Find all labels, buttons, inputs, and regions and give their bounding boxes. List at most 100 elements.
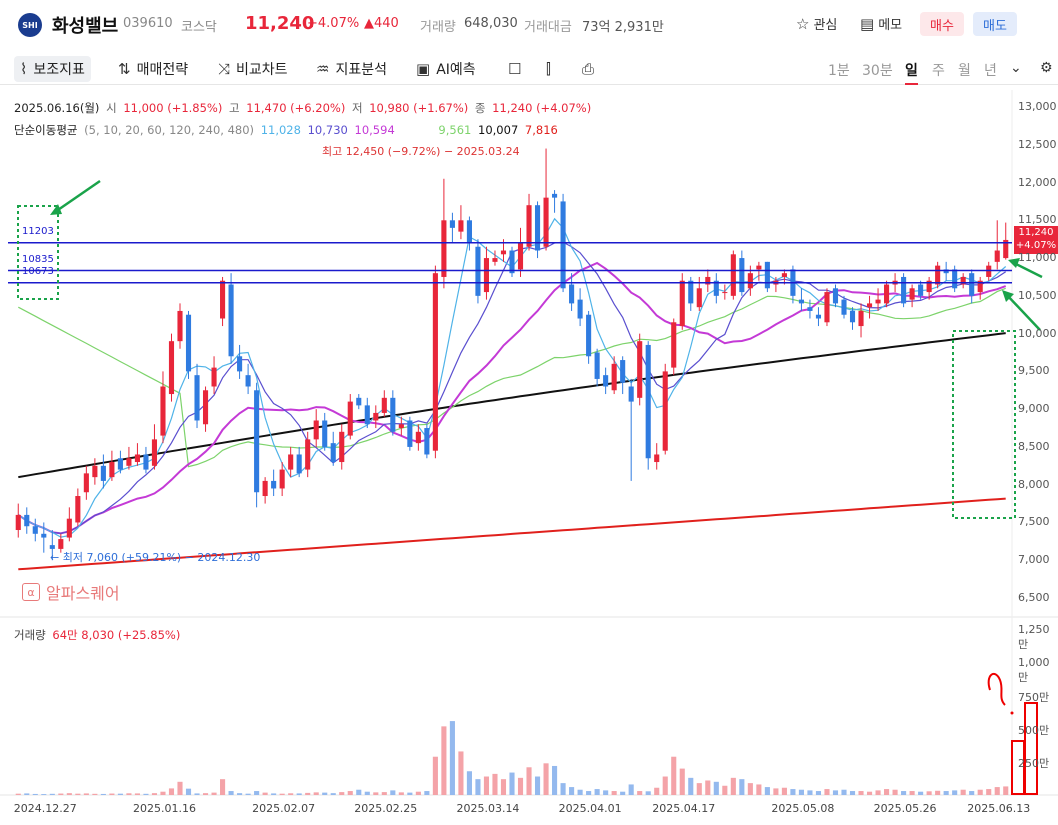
candle-body [432,273,438,451]
candle-body [322,420,328,447]
volume-bar [237,793,243,795]
candle-body [977,280,983,293]
volume-bar [969,791,975,795]
price-axis-tick: 7,500 [1018,515,1050,529]
stock-header: SHI 화성밸브 039610 코스닥 11,240 +4.07% ▲440 거… [0,0,1058,48]
analysis-button[interactable]: ♒ 지표분석 [316,56,387,82]
volume-bar [432,756,438,795]
open-value: 11,000 (+1.85%) [123,101,223,115]
candle-type-button[interactable]: ⫿ [546,56,551,82]
handdrawn-question-mark [987,672,1006,706]
candle-body [58,539,64,549]
ma10-line [17,241,1007,535]
hline-label-3: 10673 [22,266,54,277]
candle-body [151,439,158,466]
price-axis-tick: 6,500 [1018,591,1050,604]
more-chevron-icon[interactable]: ⌄ [1010,60,1022,76]
hline-label-2: 10835 [22,254,54,265]
volume-bar [262,792,268,795]
candle-body [441,220,447,277]
strategy-button[interactable]: ⇅ 매매전략 [118,56,188,82]
indicators-button[interactable]: ⌇ 보조지표 [14,56,91,82]
settings-gear-icon[interactable]: ⚙ [1040,60,1053,76]
watch-button[interactable]: ☆ 관심 [796,14,837,34]
volume-bar [832,790,839,795]
candle-body [305,439,311,470]
ai-chip-icon: ▣ [416,60,431,78]
candle-body [24,514,30,527]
candle-body [705,276,711,285]
memo-label: 메모 [878,18,903,33]
ma-periods: (5, 10, 20, 60, 120, 240, 480) [84,123,255,137]
candle-body [500,250,507,255]
period-year[interactable]: 년 [984,63,997,79]
volume-axis-tick: 1,250만 [1018,623,1050,651]
star-icon: ☆ [796,14,810,33]
period-1min[interactable]: 1분 [828,63,850,79]
low-label: 저 [351,101,363,115]
period-day[interactable]: 일 [905,60,918,85]
screenshot-button[interactable]: ⎙ [582,56,594,82]
volume-bar [41,794,47,795]
candle-body [875,299,881,304]
ma10-value: 10,730 [307,123,348,137]
price-box-value: 11,240 [1018,227,1054,238]
candle-body [849,310,856,323]
volume-bar [75,793,81,795]
volume-bar [560,783,566,795]
volume-info: 거래량 64만 8,030 (+25.85%) [14,627,183,643]
candle-body [83,473,89,493]
volume-bar [884,789,890,795]
candle-body [492,258,498,262]
volume-bar [849,791,856,795]
stock-name: 화성밸브 [52,16,119,37]
analysis-label: 지표분석 [335,62,387,78]
candle-body [909,288,915,300]
candle-body [637,341,643,398]
volume-bar [866,791,873,795]
candle-body [356,397,362,406]
analysis-icon: ♒ [316,60,330,78]
candle-body [143,454,149,470]
change-percent: +4.07% [307,16,360,31]
volume-bar [228,791,234,795]
candle-body [475,246,481,296]
volume-bar [764,787,770,795]
close-value: 11,240 (+4.07%) [492,101,592,115]
price-box-pct: +4.07% [1015,240,1057,251]
candle-body [560,201,566,289]
buy-button[interactable]: 매수 [920,12,964,36]
volume-bar [458,751,464,795]
memo-button[interactable]: ▤ 메모 [860,14,903,34]
period-week[interactable]: 주 [932,63,945,79]
volume-bar [151,793,158,795]
time-axis-tick: 2025.03.14 [456,802,520,815]
volume-bar [424,791,430,795]
draw-box-button[interactable]: ☐ [508,56,521,82]
candle-body [730,254,736,296]
strategy-label: 매매전략 [136,62,189,78]
sell-button[interactable]: 매도 [973,12,1017,36]
volume-bar [986,789,992,795]
candle-body [449,220,455,228]
compare-button[interactable]: ⤨ 비교차트 [218,56,288,82]
indicator-icon: ⌇ [20,60,28,78]
volume-axis-tick: 1,000만 [1018,656,1050,684]
volume-bar [177,781,183,795]
chart-toolbar: ⌇ 보조지표 ⇅ 매매전략 ⤨ 비교차트 ♒ 지표분석 ▣ AI예측 ☐ ⫿ ⎙… [0,52,1058,85]
ai-button[interactable]: ▣ AI예측 [416,56,476,82]
candle-body [15,514,21,531]
ma240-line [18,497,1006,571]
period-30min[interactable]: 30분 [862,63,893,79]
volume-bar [347,791,353,795]
handdrawn-box-2 [1024,702,1038,795]
candle-body [347,401,353,436]
candle-body [390,397,396,432]
candle-body [517,242,524,270]
high-annotation: 최고 12,450 (−9.72%) − 2025.03.24 [322,145,520,158]
period-month[interactable]: 월 [958,63,971,79]
square-icon: ☐ [508,60,522,78]
volume-bar [611,791,617,795]
ma-label: 단순이동평균 [14,123,78,137]
